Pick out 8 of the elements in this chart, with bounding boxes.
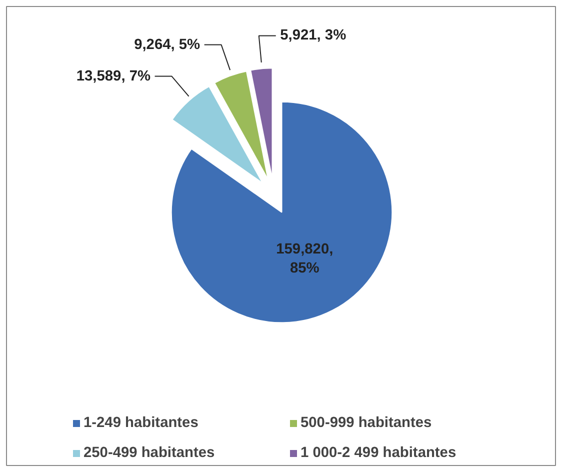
legend-label: 1-249 habitantes	[84, 415, 200, 431]
data-label: 5,921, 3%	[280, 28, 346, 44]
data-label: 159,820, 85%	[276, 241, 334, 276]
legend-label: 1 000-2 499 habitantes	[300, 445, 458, 461]
legend-label: 250-499 habitantes	[84, 445, 216, 461]
data-label: 13,589, 7%	[76, 68, 151, 84]
legend-label: 500-999 habitantes	[300, 415, 433, 431]
data-label: 9,264, 5%	[134, 36, 200, 53]
